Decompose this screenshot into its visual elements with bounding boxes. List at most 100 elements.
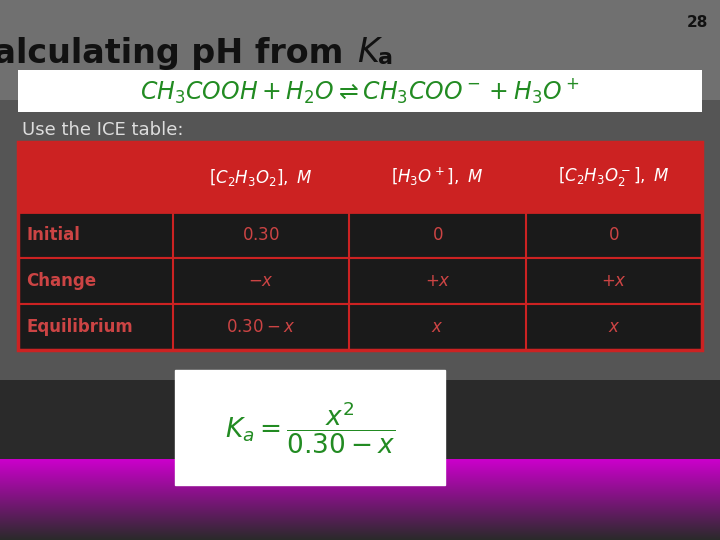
Bar — [0, 494, 720, 496]
Bar — [0, 475, 720, 477]
Bar — [0, 470, 720, 472]
Bar — [0, 473, 720, 475]
Bar — [18, 142, 702, 350]
Text: $\mathit{x}$: $\mathit{x}$ — [431, 318, 444, 336]
Bar — [0, 466, 720, 468]
Text: $-\mathit{x}$: $-\mathit{x}$ — [248, 272, 274, 290]
Bar — [0, 535, 720, 537]
Text: Initial: Initial — [26, 226, 80, 244]
Bar — [0, 522, 720, 524]
Bar — [18, 258, 702, 304]
Bar — [0, 477, 720, 479]
Bar — [0, 520, 720, 522]
Bar — [0, 492, 720, 494]
Bar — [0, 525, 720, 527]
Bar — [0, 474, 720, 476]
Text: Change: Change — [26, 272, 96, 290]
Bar — [0, 505, 720, 507]
Bar — [0, 468, 720, 470]
Bar — [0, 512, 720, 514]
Bar — [0, 484, 720, 486]
Bar — [0, 464, 720, 466]
Text: $\mathit{K}$: $\mathit{K}$ — [357, 37, 383, 70]
Bar — [0, 529, 720, 531]
Text: 28: 28 — [687, 15, 708, 30]
Bar — [0, 340, 720, 540]
Bar — [0, 515, 720, 517]
Bar — [0, 534, 720, 536]
Bar — [0, 523, 720, 525]
Bar — [0, 497, 720, 499]
Text: $K_a = \dfrac{x^2}{0.30 - x}$: $K_a = \dfrac{x^2}{0.30 - x}$ — [225, 399, 395, 456]
Bar — [0, 489, 720, 491]
Bar — [0, 498, 720, 500]
Bar — [0, 533, 720, 535]
Bar — [0, 479, 720, 481]
Bar — [0, 476, 720, 478]
Bar — [0, 495, 720, 497]
Bar — [0, 488, 720, 490]
Text: Calculating pH from: Calculating pH from — [0, 37, 355, 70]
Text: $\mathit{x}$: $\mathit{x}$ — [608, 318, 620, 336]
Bar — [0, 485, 720, 487]
Bar — [0, 461, 720, 463]
Bar — [0, 516, 720, 518]
Text: Use the ICE table:: Use the ICE table: — [22, 121, 184, 139]
Text: $CH_3COOH + H_2O \rightleftharpoons CH_3COO^- + H_3O^+$: $CH_3COOH + H_2O \rightleftharpoons CH_3… — [140, 76, 580, 106]
Bar — [0, 507, 720, 509]
Bar — [175, 370, 445, 485]
Bar — [18, 304, 702, 350]
Bar — [0, 531, 720, 533]
Text: $[C_2H_3O_2],\ \mathit{M}$: $[C_2H_3O_2],\ \mathit{M}$ — [210, 166, 313, 187]
Text: $\mathit{0.30}-\mathit{x}$: $\mathit{0.30}-\mathit{x}$ — [227, 318, 296, 336]
Bar — [0, 487, 720, 489]
Bar — [0, 496, 720, 498]
Bar — [0, 459, 720, 461]
Bar — [0, 478, 720, 480]
Bar — [0, 472, 720, 474]
Bar — [0, 532, 720, 534]
Text: $\mathit{0}$: $\mathit{0}$ — [608, 226, 619, 244]
Bar — [0, 0, 720, 100]
Bar — [0, 530, 720, 532]
Bar — [0, 526, 720, 528]
Bar — [0, 504, 720, 506]
Bar — [0, 509, 720, 511]
Text: $\mathit{0.30}$: $\mathit{0.30}$ — [242, 226, 280, 244]
Bar — [0, 481, 720, 483]
Bar — [0, 514, 720, 516]
Text: $+\mathit{x}$: $+\mathit{x}$ — [425, 272, 451, 290]
Bar — [0, 490, 720, 492]
Bar — [0, 537, 720, 539]
Bar — [0, 469, 720, 471]
Bar — [18, 142, 702, 212]
Bar — [0, 517, 720, 519]
Text: $+\mathit{x}$: $+\mathit{x}$ — [601, 272, 627, 290]
Bar — [18, 212, 702, 258]
Bar — [0, 508, 720, 510]
Bar — [0, 502, 720, 504]
Bar — [0, 462, 720, 464]
Bar — [0, 491, 720, 493]
Bar — [0, 506, 720, 508]
Bar — [0, 527, 720, 529]
Bar — [18, 70, 702, 112]
Bar — [0, 465, 720, 467]
Bar — [0, 0, 720, 380]
Bar — [0, 510, 720, 512]
Bar — [0, 100, 720, 380]
Text: Equilibrium: Equilibrium — [26, 318, 132, 336]
Bar — [0, 471, 720, 473]
Bar — [0, 501, 720, 503]
Bar — [0, 538, 720, 540]
Bar — [0, 499, 720, 501]
Bar — [0, 519, 720, 521]
Text: $\mathit{0}$: $\mathit{0}$ — [432, 226, 444, 244]
Bar — [0, 482, 720, 484]
Bar — [0, 460, 720, 462]
Bar — [0, 493, 720, 495]
Bar — [0, 511, 720, 513]
Bar — [0, 503, 720, 505]
Text: $[C_2H_3O_2^-],\ \mathit{M}$: $[C_2H_3O_2^-],\ \mathit{M}$ — [558, 165, 670, 188]
Bar — [0, 518, 720, 520]
